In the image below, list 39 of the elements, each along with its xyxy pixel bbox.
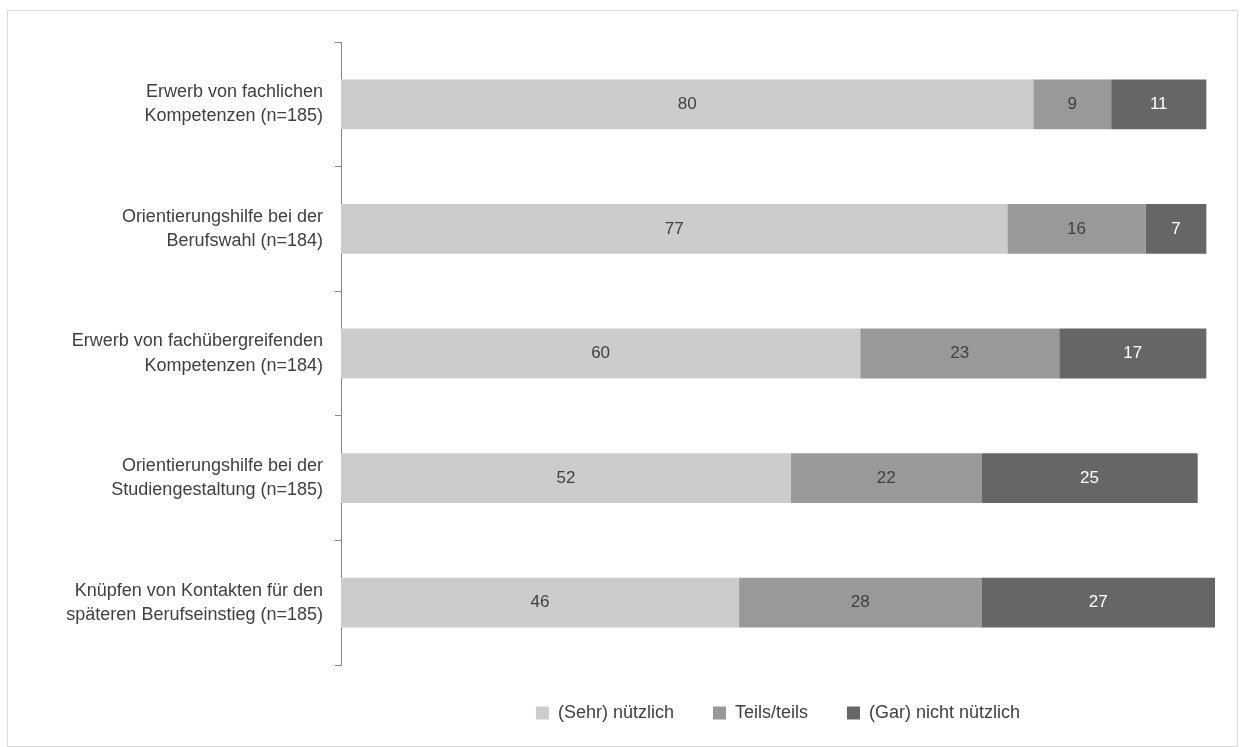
bar <box>860 328 1060 379</box>
bar <box>341 577 740 628</box>
y-tick-label: Erwerb von fachübergreifenden Kompetenzen (n=184) <box>71 330 323 375</box>
chart-frame: (Sehr) nützlich Teils/teils (Gar) nicht nützlich Erwerb von fachlichen Kompetenzen (n=185) Orientierungshilfe bei der Berufswahl (n=184) Erwerb von fachübergreifenden Kompetenzen (n=184) Orientierungshilfe bei der Studiengestaltung (n=185) Knüpfen von Kontakten für den späteren Berufseinstieg (n=185) 80 77 60 52 46 9 16 23 22 28 11 7 17 25 27 <box>7 10 1238 747</box>
data-label: 52 <box>556 467 576 487</box>
bar <box>1059 328 1207 379</box>
data-label: 27 <box>1088 592 1108 612</box>
data-label: 60 <box>591 343 611 363</box>
bar <box>341 328 861 379</box>
y-tick-label: Knüpfen von Kontakten für den späteren Berufseinstieg (n=185) <box>66 579 323 624</box>
bar <box>739 577 982 628</box>
data-label: 22 <box>876 467 896 487</box>
data-label: 80 <box>677 93 697 113</box>
data-label: 77 <box>664 218 684 238</box>
bar <box>341 79 1034 130</box>
legend-label: (Gar) nicht nützlich <box>869 701 1021 722</box>
data-label: 25 <box>1080 467 1099 487</box>
bar <box>1007 203 1146 254</box>
bar <box>1033 79 1112 130</box>
y-tick-label: Orientierungshilfe bei der Berufswahl (n=184) <box>121 205 323 251</box>
data-label: 28 <box>850 592 870 612</box>
data-label: 7 <box>1171 218 1181 238</box>
data-label: 11 <box>1149 93 1168 113</box>
y-tick-label: Orientierungshilfe bei der Studiengestaltung (n=185) <box>111 454 323 500</box>
data-label: 16 <box>1067 218 1087 238</box>
data-label: 46 <box>530 592 550 612</box>
y-tick-label: Erwerb von fachlichen Kompetenzen (n=185) <box>144 81 323 126</box>
bar <box>790 453 982 504</box>
legend-label: Teils/teils <box>734 701 809 722</box>
data-label: 23 <box>950 343 970 363</box>
bar <box>341 203 1008 254</box>
bar <box>1145 203 1207 254</box>
bar <box>981 577 1215 628</box>
data-label: 9 <box>1067 93 1077 113</box>
bar <box>981 453 1198 504</box>
legend-label: (Sehr) nützlich <box>557 701 674 722</box>
data-label: 17 <box>1123 343 1143 363</box>
bar <box>1111 79 1207 130</box>
bar <box>341 453 791 504</box>
